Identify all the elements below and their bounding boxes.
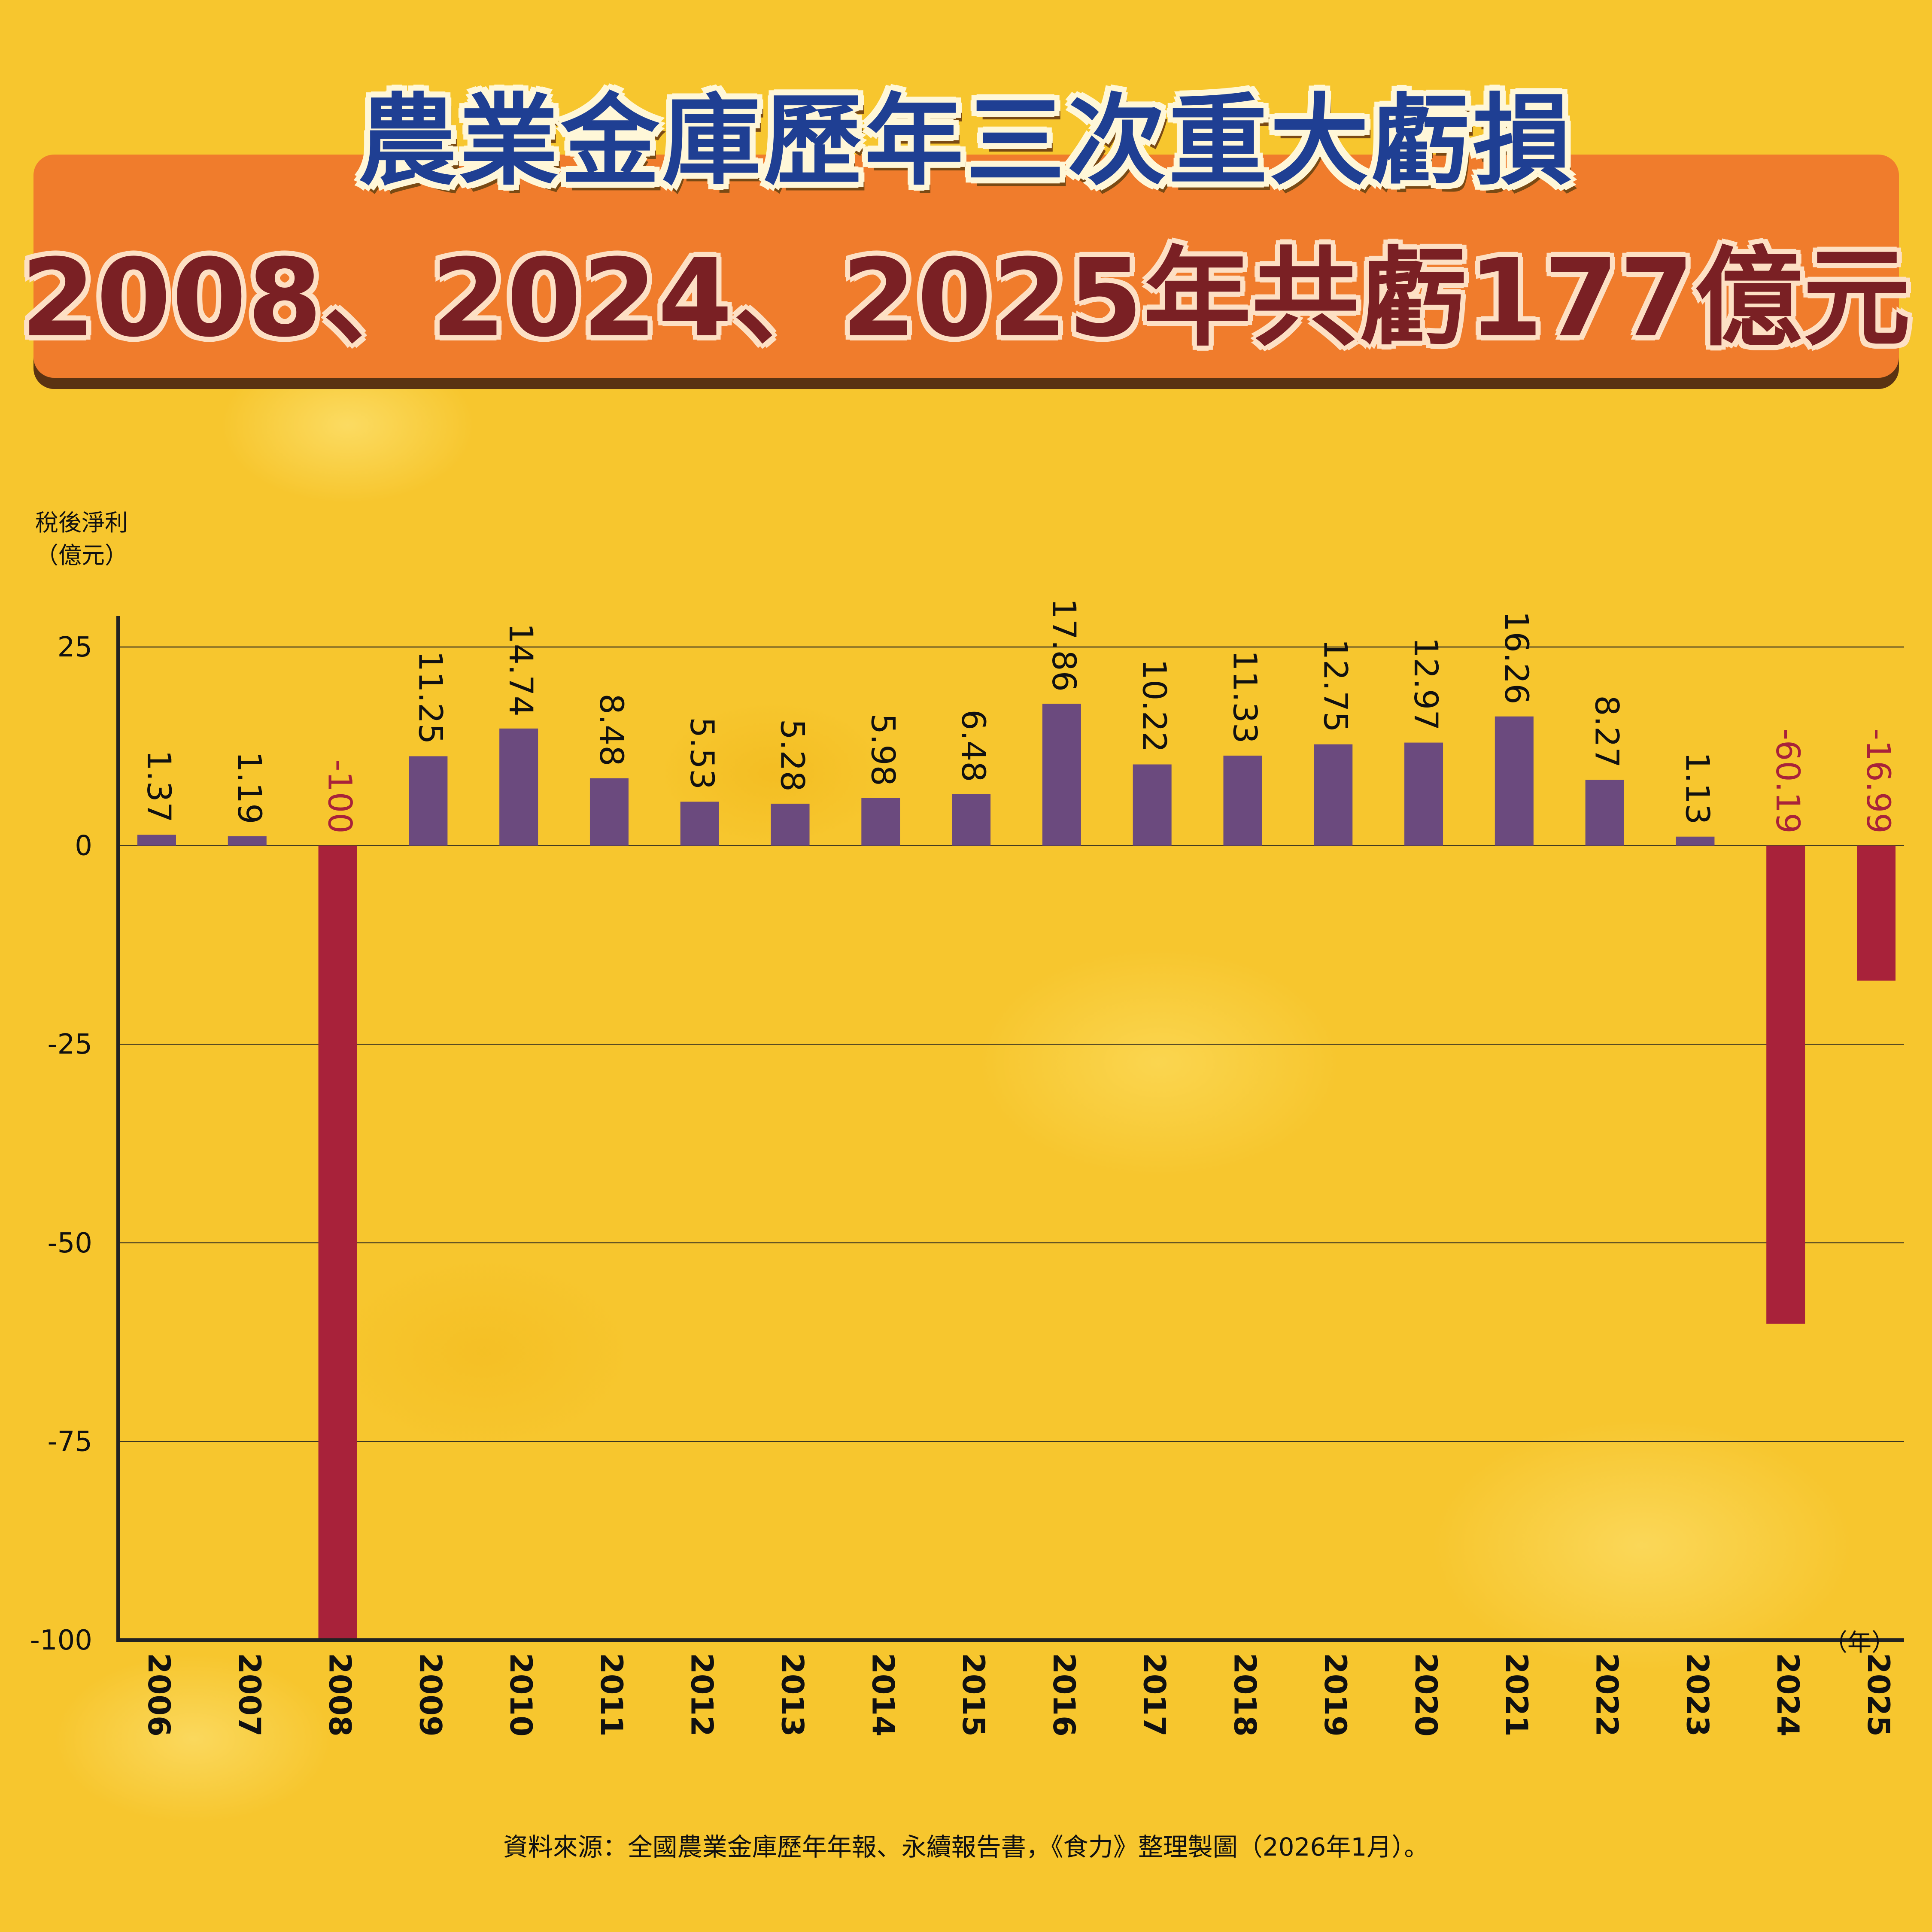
bar-2017 (1133, 764, 1172, 846)
value-label: 1.13 (1678, 752, 1716, 824)
x-tick-label: 2021 (1499, 1653, 1534, 1737)
bar-2023 (1676, 836, 1715, 846)
x-tick-label: 2020 (1408, 1653, 1443, 1737)
value-label: 11.25 (411, 651, 450, 744)
bar-2010 (499, 728, 538, 846)
x-tick-label: 2023 (1680, 1653, 1715, 1737)
x-tick-label: 2016 (1046, 1653, 1081, 1737)
bar-2016 (1042, 704, 1081, 846)
bar-2006 (137, 835, 176, 846)
bar-2024 (1766, 845, 1805, 1324)
value-label: 14.74 (502, 623, 540, 717)
x-tick-label: 2025 (1861, 1653, 1896, 1737)
x-tick-label: 2010 (503, 1653, 538, 1737)
x-tick-label: 2019 (1318, 1653, 1353, 1737)
title-banner (33, 155, 1899, 378)
y-axis-title-line1: 稅後淨利 (35, 509, 128, 536)
x-tick-label: 2018 (1227, 1653, 1262, 1737)
x-tick-label: 2013 (775, 1653, 810, 1737)
y-axis-title: 稅後淨利 （億元） (17, 507, 146, 572)
bar-2014 (861, 798, 900, 846)
bar-2025 (1857, 845, 1896, 981)
x-tick-label: 2011 (594, 1653, 629, 1737)
x-tick-label: 2017 (1137, 1653, 1172, 1737)
x-tick-label: 2014 (865, 1653, 900, 1737)
x-tick-label: 2012 (684, 1653, 720, 1737)
y-tick-label: 0 (75, 830, 92, 862)
value-label: 17.86 (1045, 598, 1083, 692)
x-tick-label: 2006 (141, 1653, 176, 1737)
bar-2013 (771, 803, 810, 846)
value-label: 6.48 (954, 709, 993, 782)
x-tick-label: 2024 (1770, 1653, 1805, 1737)
chart-title: 農業金庫歷年三次重大虧損 (358, 84, 1574, 199)
x-tick-label: 2015 (956, 1653, 991, 1737)
bars (137, 704, 1896, 1640)
x-tick-label: 2009 (413, 1653, 448, 1737)
y-tick-label: -50 (47, 1227, 92, 1259)
source-note: 資料來源：全國農業金庫歷年年報、永續報告書，《食力》整理製圖（2026年1月）。 (503, 1832, 1429, 1862)
bar-2021 (1495, 716, 1534, 846)
value-label: 8.48 (592, 693, 631, 766)
bar-2008 (318, 845, 357, 1640)
chart-subtitle: 2008、2024、2025年共虧177億元 (21, 236, 1911, 361)
value-label: 12.75 (1316, 639, 1355, 732)
x-tick-labels: 2006 2007 2008 2009 2010 2011 2012 2013 2014 2015… (141, 1653, 1896, 1737)
x-tick-label: 2008 (322, 1653, 358, 1737)
bar-2015 (952, 794, 991, 846)
y-tick-label: 25 (58, 632, 92, 663)
value-labels: 1.37 1.19 -100 11.25 14.74 8.48 5.53 5.28 5.98 6.… (140, 598, 1898, 834)
value-label: 8.27 (1588, 695, 1626, 768)
value-label: -100 (321, 759, 359, 833)
value-label: 16.26 (1498, 611, 1536, 705)
x-axis-title: （年） (1823, 1629, 1896, 1657)
bar-2009 (409, 756, 448, 846)
bar-2007 (228, 836, 267, 846)
x-tick-label: 2022 (1589, 1653, 1625, 1737)
value-label: 12.97 (1407, 637, 1445, 731)
bar-2020 (1404, 742, 1443, 846)
x-tick-label: 2007 (232, 1653, 267, 1737)
value-label: 5.98 (864, 714, 902, 786)
bar-2012 (680, 802, 719, 846)
y-tick-label: -75 (47, 1426, 92, 1458)
y-axis-title-line2: （億元） (35, 542, 128, 569)
y-tick-label: -100 (30, 1625, 92, 1656)
value-label: -16.99 (1859, 729, 1898, 834)
gridlines (118, 646, 1904, 1442)
y-tick-labels: 25 0 -25 -50 -75 -100 (30, 632, 92, 1656)
axes (116, 616, 1904, 1642)
bar-2018 (1223, 755, 1262, 846)
value-label: 11.33 (1226, 650, 1264, 744)
value-label: 10.22 (1136, 659, 1174, 753)
bar-2019 (1314, 744, 1353, 846)
bar-2011 (589, 778, 629, 846)
value-label: 5.53 (683, 717, 721, 790)
value-label: 1.19 (231, 751, 269, 824)
value-label: 5.28 (774, 719, 812, 792)
value-label: 1.37 (140, 750, 178, 823)
y-tick-label: -25 (47, 1029, 92, 1060)
value-label: -60.19 (1769, 729, 1807, 834)
bar-2022 (1585, 780, 1624, 846)
